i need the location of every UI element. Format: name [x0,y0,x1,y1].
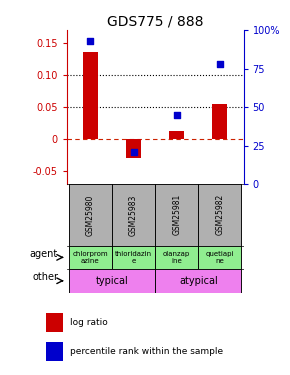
Point [88,38,93,44]
Bar [46,314,63,333]
Text: log ratio: log ratio [70,318,108,327]
Bar [212,104,227,139]
Bar [83,53,98,139]
Title: GDS775 / 888: GDS775 / 888 [107,15,203,29]
Bar [169,131,184,139]
Text: chlorprom
azine: chlorprom azine [72,251,108,264]
Bar [155,246,198,269]
Point [131,149,136,155]
Text: percentile rank within the sample: percentile rank within the sample [70,347,223,356]
Text: atypical: atypical [179,276,218,286]
Text: typical: typical [96,276,128,286]
Bar [126,139,141,158]
Point [174,112,179,118]
Text: GSM25981: GSM25981 [172,194,181,236]
Point [218,61,222,67]
Text: agent: agent [30,249,58,259]
Bar [112,246,155,269]
Bar [198,184,242,246]
Bar [155,184,198,246]
Text: quetiapi
ne: quetiapi ne [206,251,234,264]
Bar [198,246,242,269]
Bar [69,184,112,246]
Text: other: other [32,272,58,282]
Text: GSM25982: GSM25982 [215,194,224,236]
Text: GSM25983: GSM25983 [129,194,138,236]
Bar [46,342,63,361]
Bar [69,246,112,269]
Bar [69,269,155,292]
Text: thioridazin
e: thioridazin e [115,251,152,264]
Text: olanzap
ine: olanzap ine [163,251,190,264]
Text: GSM25980: GSM25980 [86,194,95,236]
Bar [112,184,155,246]
Bar [155,269,242,292]
